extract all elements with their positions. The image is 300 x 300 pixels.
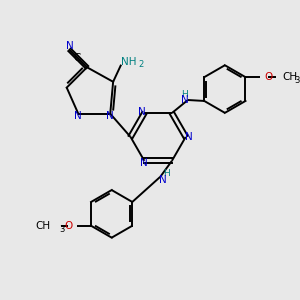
Text: CH: CH [282,72,298,82]
Text: O: O [264,72,273,82]
Text: C: C [73,53,80,63]
Text: N: N [181,95,188,105]
Text: N: N [140,158,148,168]
Text: 3: 3 [59,225,65,234]
Text: CH: CH [35,221,50,231]
Text: H: H [163,169,170,178]
Text: O: O [64,221,72,231]
Text: 3: 3 [294,76,299,85]
Text: NH: NH [122,57,137,67]
Text: 2: 2 [139,60,144,69]
Text: N: N [185,132,193,142]
Text: N: N [106,111,114,121]
Text: N: N [159,175,167,185]
Text: N: N [138,106,146,117]
Text: N: N [66,41,74,51]
Text: N: N [74,111,82,121]
Text: H: H [181,90,188,99]
